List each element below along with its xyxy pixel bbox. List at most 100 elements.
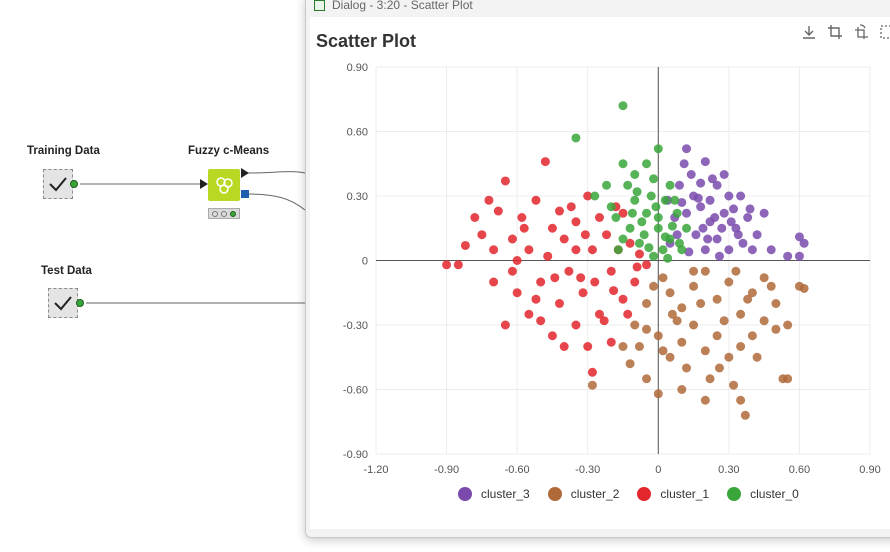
data-point-cluster-3[interactable]: [714, 251, 724, 261]
data-point-cluster-0[interactable]: [651, 202, 661, 212]
data-point-cluster-3[interactable]: [682, 208, 692, 218]
data-point-cluster-2[interactable]: [759, 316, 769, 326]
data-point-cluster-0[interactable]: [674, 238, 684, 248]
data-point-cluster-0[interactable]: [682, 223, 692, 233]
data-point-cluster-3[interactable]: [752, 230, 762, 240]
data-point-cluster-3[interactable]: [707, 174, 717, 184]
data-point-cluster-0[interactable]: [606, 202, 616, 212]
data-point-cluster-1[interactable]: [571, 320, 581, 330]
legend-item-cluster-1[interactable]: cluster_1: [637, 487, 709, 501]
data-point-cluster-1[interactable]: [590, 277, 600, 287]
data-point-cluster-1[interactable]: [606, 337, 616, 347]
data-point-cluster-1[interactable]: [566, 202, 576, 212]
data-point-cluster-2[interactable]: [642, 374, 652, 384]
data-point-cluster-2[interactable]: [700, 346, 710, 356]
data-point-cluster-3[interactable]: [686, 170, 696, 179]
data-point-cluster-2[interactable]: [700, 266, 710, 276]
data-point-cluster-0[interactable]: [639, 230, 649, 240]
data-point-cluster-1[interactable]: [470, 213, 480, 222]
data-point-cluster-2[interactable]: [630, 320, 640, 330]
data-point-cluster-3[interactable]: [700, 157, 710, 167]
input-port-icon[interactable]: [200, 179, 208, 189]
data-point-cluster-2[interactable]: [642, 299, 652, 308]
select-button[interactable]: [877, 22, 890, 42]
data-point-cluster-1[interactable]: [602, 230, 612, 240]
data-point-cluster-1[interactable]: [559, 342, 569, 351]
data-point-cluster-0[interactable]: [630, 170, 640, 179]
data-point-cluster-1[interactable]: [578, 288, 588, 298]
data-point-cluster-1[interactable]: [517, 213, 527, 222]
data-point-cluster-2[interactable]: [658, 273, 668, 283]
data-point-cluster-3[interactable]: [719, 170, 729, 179]
data-point-cluster-0[interactable]: [663, 253, 673, 263]
data-point-cluster-2[interactable]: [752, 352, 762, 362]
data-point-cluster-2[interactable]: [771, 299, 781, 308]
data-point-cluster-0[interactable]: [658, 245, 668, 255]
data-point-cluster-3[interactable]: [710, 213, 720, 222]
data-point-cluster-2[interactable]: [740, 410, 750, 420]
data-point-cluster-0[interactable]: [672, 208, 682, 218]
data-point-cluster-1[interactable]: [580, 230, 590, 240]
data-point-cluster-2[interactable]: [696, 299, 706, 308]
data-point-cluster-3[interactable]: [783, 251, 793, 261]
data-point-cluster-0[interactable]: [665, 180, 675, 190]
data-point-cluster-1[interactable]: [554, 206, 564, 216]
data-point-cluster-2[interactable]: [729, 380, 739, 390]
data-point-cluster-3[interactable]: [745, 204, 755, 214]
data-point-cluster-3[interactable]: [738, 238, 748, 248]
data-point-cluster-0[interactable]: [618, 101, 628, 111]
data-point-cluster-1[interactable]: [453, 260, 463, 270]
data-point-cluster-2[interactable]: [736, 342, 746, 351]
data-point-cluster-1[interactable]: [632, 262, 642, 272]
data-point-cluster-2[interactable]: [677, 337, 687, 347]
data-point-cluster-0[interactable]: [630, 195, 640, 205]
data-point-cluster-0[interactable]: [634, 238, 644, 248]
data-point-cluster-2[interactable]: [747, 288, 757, 298]
data-point-cluster-0[interactable]: [611, 213, 621, 222]
data-point-cluster-1[interactable]: [512, 256, 522, 265]
data-point-cluster-2[interactable]: [766, 281, 776, 291]
output-port[interactable]: [76, 299, 84, 307]
data-point-cluster-2[interactable]: [700, 395, 710, 405]
data-point-cluster-3[interactable]: [759, 208, 769, 218]
data-point-cluster-2[interactable]: [587, 380, 597, 390]
data-point-cluster-1[interactable]: [571, 217, 581, 227]
data-point-cluster-0[interactable]: [602, 180, 612, 190]
data-point-cluster-2[interactable]: [689, 281, 699, 291]
data-point-cluster-3[interactable]: [684, 247, 694, 257]
data-point-cluster-2[interactable]: [658, 346, 668, 356]
data-point-cluster-1[interactable]: [512, 288, 522, 298]
data-point-cluster-3[interactable]: [717, 223, 727, 233]
legend-item-cluster-0[interactable]: cluster_0: [727, 487, 799, 501]
data-point-cluster-2[interactable]: [783, 320, 793, 330]
data-point-cluster-3[interactable]: [679, 159, 689, 169]
data-point-cluster-0[interactable]: [653, 144, 663, 154]
crop-rotate-button[interactable]: [851, 22, 871, 42]
data-point-cluster-0[interactable]: [632, 187, 642, 197]
crop-button[interactable]: [825, 22, 845, 42]
data-point-cluster-3[interactable]: [705, 195, 715, 205]
data-point-cluster-0[interactable]: [644, 243, 654, 253]
data-point-cluster-2[interactable]: [736, 309, 746, 319]
data-point-cluster-3[interactable]: [691, 230, 701, 240]
data-point-cluster-3[interactable]: [799, 238, 809, 248]
node-fuzzy-c-means[interactable]: [208, 169, 240, 201]
data-point-cluster-3[interactable]: [682, 144, 692, 154]
data-point-cluster-1[interactable]: [519, 223, 529, 233]
data-point-cluster-2[interactable]: [724, 352, 734, 362]
data-point-cluster-1[interactable]: [618, 208, 628, 218]
data-point-cluster-1[interactable]: [618, 294, 628, 304]
data-point-cluster-1[interactable]: [507, 266, 517, 276]
data-point-cluster-2[interactable]: [731, 266, 741, 276]
data-point-cluster-2[interactable]: [618, 342, 628, 351]
legend-item-cluster-2[interactable]: cluster_2: [547, 487, 619, 501]
data-point-cluster-2[interactable]: [625, 359, 635, 369]
data-point-cluster-1[interactable]: [540, 157, 550, 167]
output-port-icon[interactable]: [241, 168, 249, 178]
data-point-cluster-1[interactable]: [536, 316, 546, 326]
data-point-cluster-3[interactable]: [747, 245, 757, 255]
data-point-cluster-2[interactable]: [705, 374, 715, 384]
data-point-cluster-1[interactable]: [543, 251, 553, 261]
data-point-cluster-2[interactable]: [724, 277, 734, 287]
scatter-plot[interactable]: -1.20 -0.90 -0.60 -0.30 0 0.30 0.60 0.90 0.90 0.6…: [310, 57, 890, 477]
